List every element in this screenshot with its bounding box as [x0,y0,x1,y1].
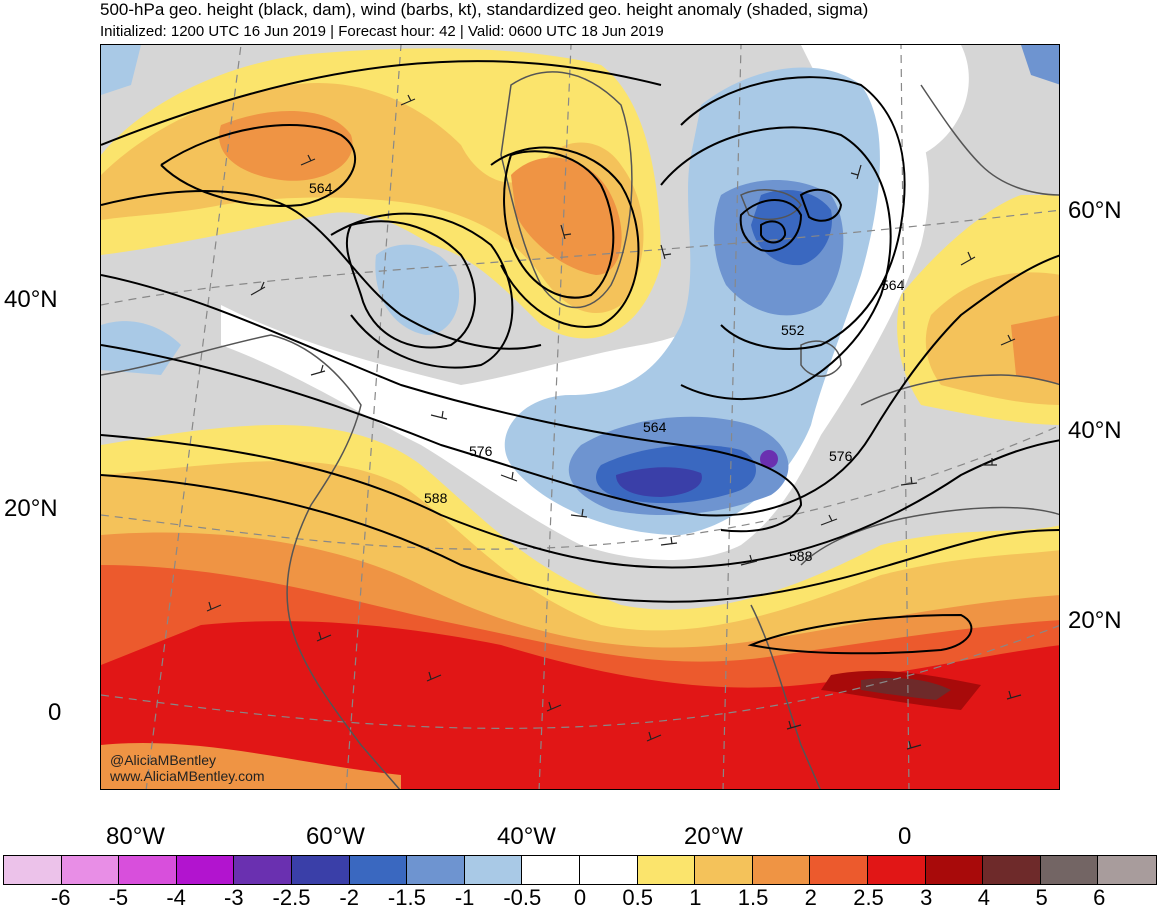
colorbar-swatch [464,856,523,884]
lon-label-0: 0 [898,823,912,850]
colorbar-swatch [176,856,235,884]
colorbar-tick-label: 2.5 [853,885,884,910]
anomaly-lightblue-nw [101,45,141,95]
lat-label-left-0: 0 [48,699,62,726]
anomaly-darkblue-iceland [751,190,832,266]
contour-label-group: 564 564 552 564 576 576 588 588 [309,180,905,564]
colorbar-tick-label: 1.5 [737,885,769,910]
colorbar-tick-label: 2 [804,885,817,910]
lon-label-60w: 60°W [306,823,365,850]
colorbar [3,855,1157,885]
chart-title: 500-hPa geo. height (black, dam), wind (… [100,0,869,19]
anomaly-purple-center [760,450,778,468]
lat-label-right-40n: 40°N [1068,417,1122,444]
contour-label: 576 [829,448,853,464]
wind-barbs [206,94,1022,750]
colorbar-swatch [522,856,580,884]
colorbar-tick-label: -1 [454,885,475,910]
credit-handle: @AliciaMBentley [110,752,217,768]
colorbar-tick-label: -0.5 [503,885,542,910]
contour-label: 576 [469,443,493,459]
lat-label-right-60n: 60°N [1068,197,1122,224]
graticule [101,45,1059,789]
colorbar-swatch [4,856,62,884]
coastlines [101,71,1059,789]
height-contours [101,60,1059,655]
map-canvas: 564 564 552 564 576 576 588 588 [101,45,1059,789]
colorbar-swatch [407,856,465,884]
colorbar-tick-label: -2.5 [272,885,311,910]
anomaly-maroon-africa [861,678,951,700]
anomaly-blue-ne [1021,45,1059,85]
colorbar-swatch [61,856,120,884]
colorbar-tick-label: 0.5 [622,885,653,910]
lat-label-right-20n: 20°N [1068,607,1122,634]
contour-label: 564 [309,180,333,196]
colorbar-tick-label: 5 [1035,885,1048,910]
lon-label-20w: 20°W [684,823,743,850]
contour-label: 564 [881,277,905,293]
lat-label-left-40n: 40°N [4,286,58,313]
colorbar-tick-label: -4 [166,885,186,910]
colorbar-tick-label: 0 [573,885,587,910]
colorbar-swatch [1098,856,1156,884]
credit-website: www.AliciaMBentley.com [110,768,265,784]
contour-label: 588 [424,490,448,506]
contour-label: 564 [643,419,667,435]
anomaly-red-south [101,621,1059,789]
colorbar-swatch [810,856,868,884]
colorbar-tick-label: 4 [977,885,991,910]
contour-label: 588 [789,548,813,564]
anomaly-orange-southwest [101,743,401,789]
lon-label-40w: 40°W [497,823,556,850]
colorbar-swatch [234,856,292,884]
colorbar-swatch [349,856,408,884]
colorbar-swatch [695,856,753,884]
colorbar-swatch [752,856,811,884]
colorbar-tick-label: -3 [224,885,244,910]
colorbar-swatch [983,856,1041,884]
anomaly-navy-azores [616,467,702,497]
colorbar-tick-label: 6 [1093,885,1106,910]
chart-subtitle: Initialized: 1200 UTC 16 Jun 2019 | Fore… [100,23,664,40]
contour-label: 552 [781,322,805,338]
colorbar-swatch [291,856,350,884]
colorbar-tick-label: 3 [920,885,933,910]
weather-map: 564 564 552 564 576 576 588 588 [100,44,1060,790]
colorbar-swatch [925,856,984,884]
anomaly-white-north [801,45,969,157]
lat-label-left-20n: 20°N [4,495,58,522]
colorbar-tick-label: -2 [339,885,359,910]
colorbar-swatch [867,856,926,884]
colorbar-tick-label: -6 [50,885,71,910]
colorbar-swatch [119,856,177,884]
colorbar-swatch [637,856,696,884]
colorbar-tick-label: -5 [108,885,129,910]
anomaly-orange-greenland [511,157,622,275]
colorbar-tick-label: 1 [689,885,702,910]
colorbar-swatch [1040,856,1099,884]
lon-label-80w: 80°W [106,823,165,850]
colorbar-swatch [579,856,638,884]
colorbar-tick-label: -1.5 [387,885,426,910]
anomaly-orange-europe [1011,315,1059,385]
